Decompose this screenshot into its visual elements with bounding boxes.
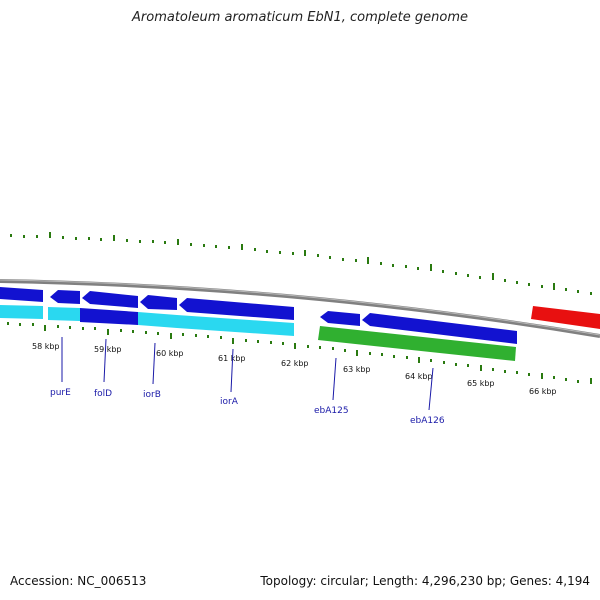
forward-strand-track xyxy=(0,287,600,344)
tick-label: 66 kbp xyxy=(529,387,557,396)
tick-label: 58 kbp xyxy=(32,342,60,351)
gene-label-leaders xyxy=(61,337,434,411)
backbone-line xyxy=(0,279,600,338)
gene-labels: purE folD iorB iorA ebA125 ebA126 xyxy=(50,388,445,426)
rna-feature-red[interactable] xyxy=(531,306,600,329)
gene-iorA-reverse[interactable] xyxy=(179,298,294,320)
tick-label: 63 kbp xyxy=(343,365,371,374)
gene-iorB-reverse[interactable] xyxy=(140,295,177,310)
gene-label-iorB[interactable]: iorB xyxy=(143,390,161,400)
tick-label: 64 kbp xyxy=(405,372,433,381)
tick-label: 59 kbp xyxy=(94,345,122,354)
tick-label: 60 kbp xyxy=(156,349,184,358)
gene-label-folD[interactable]: folD xyxy=(94,389,112,399)
position-ticks xyxy=(7,322,592,384)
tick-label: 61 kbp xyxy=(218,354,246,363)
gene-label-ebA125[interactable]: ebA125 xyxy=(314,406,349,416)
gene-ebA125-reverse[interactable] xyxy=(320,311,360,326)
gene-ebA126-reverse[interactable] xyxy=(362,313,517,344)
kbp-labels: 58 kbp 59 kbp 60 kbp 61 kbp 62 kbp 63 kb… xyxy=(32,342,557,396)
gene-label-ebA126[interactable]: ebA126 xyxy=(410,416,445,426)
gene-forward-1[interactable] xyxy=(0,287,43,302)
gene-folD-reverse[interactable] xyxy=(82,291,138,308)
gene-purE-reverse[interactable] xyxy=(50,290,80,304)
gene-label-iorA[interactable]: iorA xyxy=(220,397,239,407)
gc-skew-track xyxy=(10,232,592,295)
accession-label: Accession: NC_006513 xyxy=(10,574,147,588)
reverse-strand-track xyxy=(0,305,516,361)
tick-label: 65 kbp xyxy=(467,379,495,388)
tick-label: 62 kbp xyxy=(281,359,309,368)
genome-summary: Topology: circular; Length: 4,296,230 bp… xyxy=(260,574,590,588)
map-title: Aromatoleum aromaticum EbN1, complete ge… xyxy=(132,10,468,25)
gene-label-purE[interactable]: purE xyxy=(50,388,71,398)
